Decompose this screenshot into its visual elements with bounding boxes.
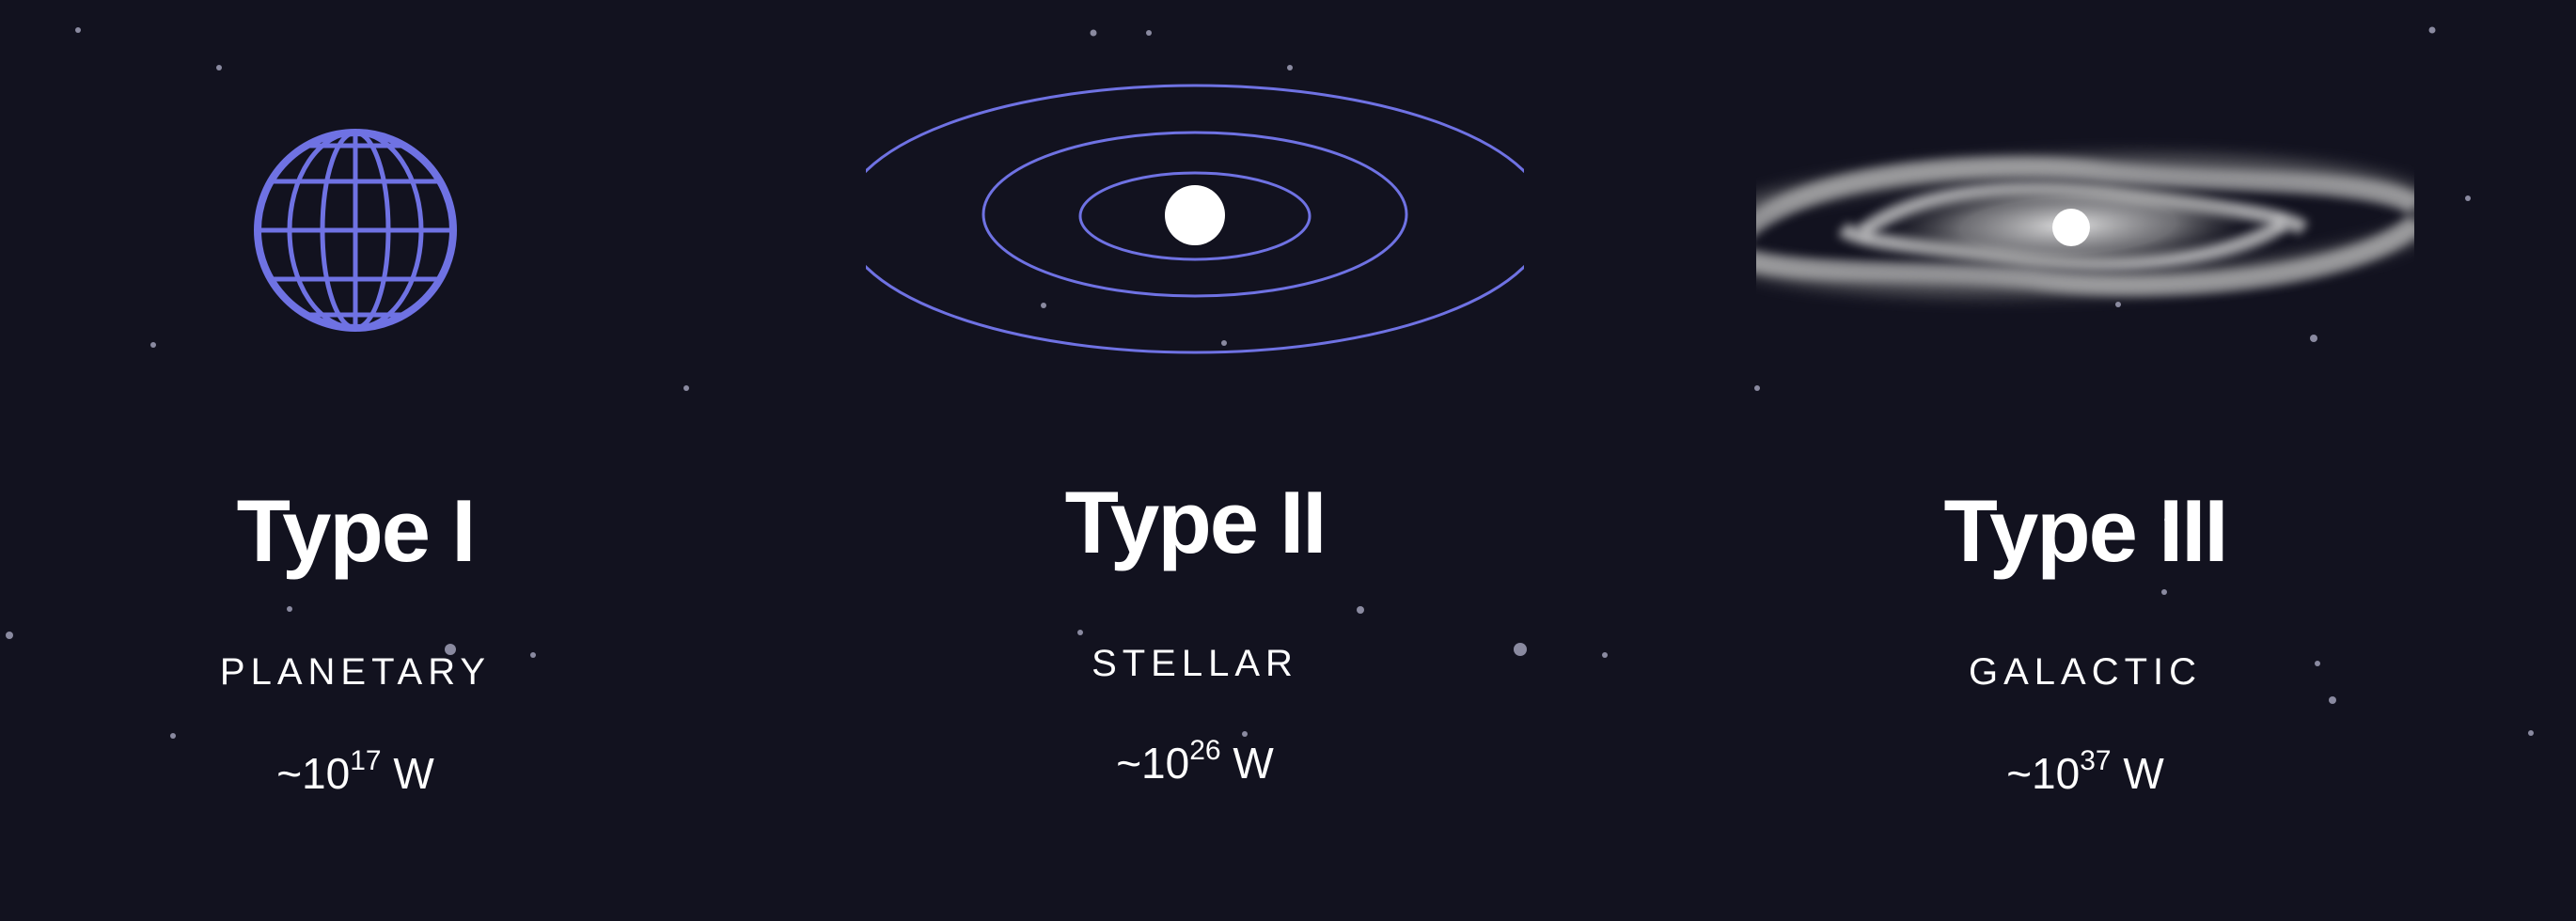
power-prefix: ~10 (2006, 749, 2081, 798)
power-unit: W (1220, 739, 1274, 788)
globe-icon (254, 129, 457, 332)
type-category: STELLAR (1092, 643, 1298, 684)
type-power: ~1017 W (26, 746, 684, 798)
power-prefix: ~10 (1116, 739, 1190, 788)
type-title: Type II (1064, 473, 1327, 571)
galaxy-icon (1756, 155, 2414, 296)
type-title: Type III (1943, 481, 2229, 580)
power-exponent: 26 (1189, 734, 1221, 766)
power-exponent: 17 (350, 744, 382, 776)
type-power: ~1037 W (1756, 746, 2414, 798)
type-category: GALACTIC (1968, 651, 2203, 693)
power-unit: W (2111, 749, 2164, 798)
type-title: Type I (236, 481, 477, 580)
type-card-galactic: Type III GALACTIC ~1037 W (1756, 0, 2414, 921)
type-card-planetary: Type I PLANETARY ~1017 W (26, 0, 684, 921)
type-card-stellar: Type II STELLAR ~1026 W (866, 0, 1524, 921)
power-unit: W (381, 749, 434, 798)
type-category: PLANETARY (219, 651, 492, 693)
power-exponent: 37 (2080, 744, 2112, 776)
type-power: ~1026 W (866, 736, 1524, 788)
star-system-icon (866, 84, 1524, 354)
power-prefix: ~10 (276, 749, 351, 798)
